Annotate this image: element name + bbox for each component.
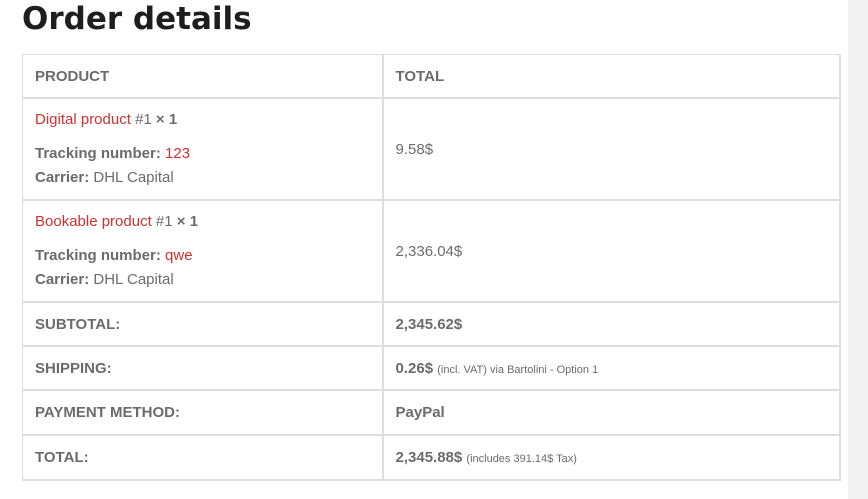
order-item-row: Digital product #1 × 1 Tracking number: … <box>22 97 841 201</box>
item-total-cell: 9.58$ <box>382 97 841 201</box>
product-link[interactable]: Digital product <box>35 111 131 128</box>
tax-note: (includes 391.14$ Tax) <box>466 453 577 465</box>
order-table: PRODUCT TOTAL Digital product #1 × 1 Tra… <box>22 54 841 481</box>
tracking-number-link[interactable]: 123 <box>165 145 191 162</box>
product-suffix: #1 <box>135 111 152 128</box>
total-column-header: TOTAL <box>382 54 841 99</box>
shipping-value: 0.26$ <box>395 359 434 377</box>
total-label: TOTAL: <box>22 434 384 481</box>
carrier-label: Carrier: <box>35 169 90 186</box>
product-cell: Digital product #1 × 1 Tracking number: … <box>22 97 384 201</box>
product-quantity: × 1 <box>176 213 199 230</box>
tracking-label: Tracking number: <box>35 145 161 162</box>
product-column-header: PRODUCT <box>22 54 384 99</box>
shipping-row: SHIPPING: 0.26$ (incl. VAT) via Bartolin… <box>22 345 841 391</box>
product-suffix: #1 <box>155 213 173 230</box>
total-row: TOTAL: 2,345.88$ (includes 391.14$ Tax) <box>22 434 841 481</box>
order-item-row: Bookable product #1 × 1 Tracking number:… <box>22 199 841 303</box>
carrier-value: DHL Capital <box>93 169 174 186</box>
subtotal-label: SUBTOTAL: <box>22 301 384 347</box>
carrier-value: DHL Capital <box>93 271 174 288</box>
subtotal-value: 2,345.62$ <box>382 301 841 347</box>
total-cell: 2,345.88$ (includes 391.14$ Tax) <box>382 434 841 481</box>
payment-method-label: PAYMENT METHOD: <box>22 389 384 436</box>
page-margin-strip <box>848 0 868 499</box>
tracking-number-link[interactable]: qwe <box>165 247 193 264</box>
table-header-row: PRODUCT TOTAL <box>22 54 841 99</box>
shipping-label: SHIPPING: <box>22 345 384 391</box>
payment-method-value: PayPal <box>382 389 841 436</box>
product-link[interactable]: Bookable product <box>35 213 152 230</box>
total-value: 2,345.88$ <box>395 449 463 466</box>
product-cell: Bookable product #1 × 1 Tracking number:… <box>22 199 384 303</box>
tracking-label: Tracking number: <box>35 247 161 264</box>
shipping-cell: 0.26$ (incl. VAT) via Bartolini - Option… <box>382 345 841 391</box>
subtotal-row: SUBTOTAL: 2,345.62$ <box>22 301 841 347</box>
product-quantity: × 1 <box>155 111 178 128</box>
payment-row: PAYMENT METHOD: PayPal <box>22 389 841 436</box>
carrier-label: Carrier: <box>35 271 90 288</box>
page-title: Order details <box>22 1 252 37</box>
item-total-cell: 2,336.04$ <box>382 199 841 303</box>
shipping-note: (incl. VAT) via Bartolini - Option 1 <box>437 363 599 376</box>
